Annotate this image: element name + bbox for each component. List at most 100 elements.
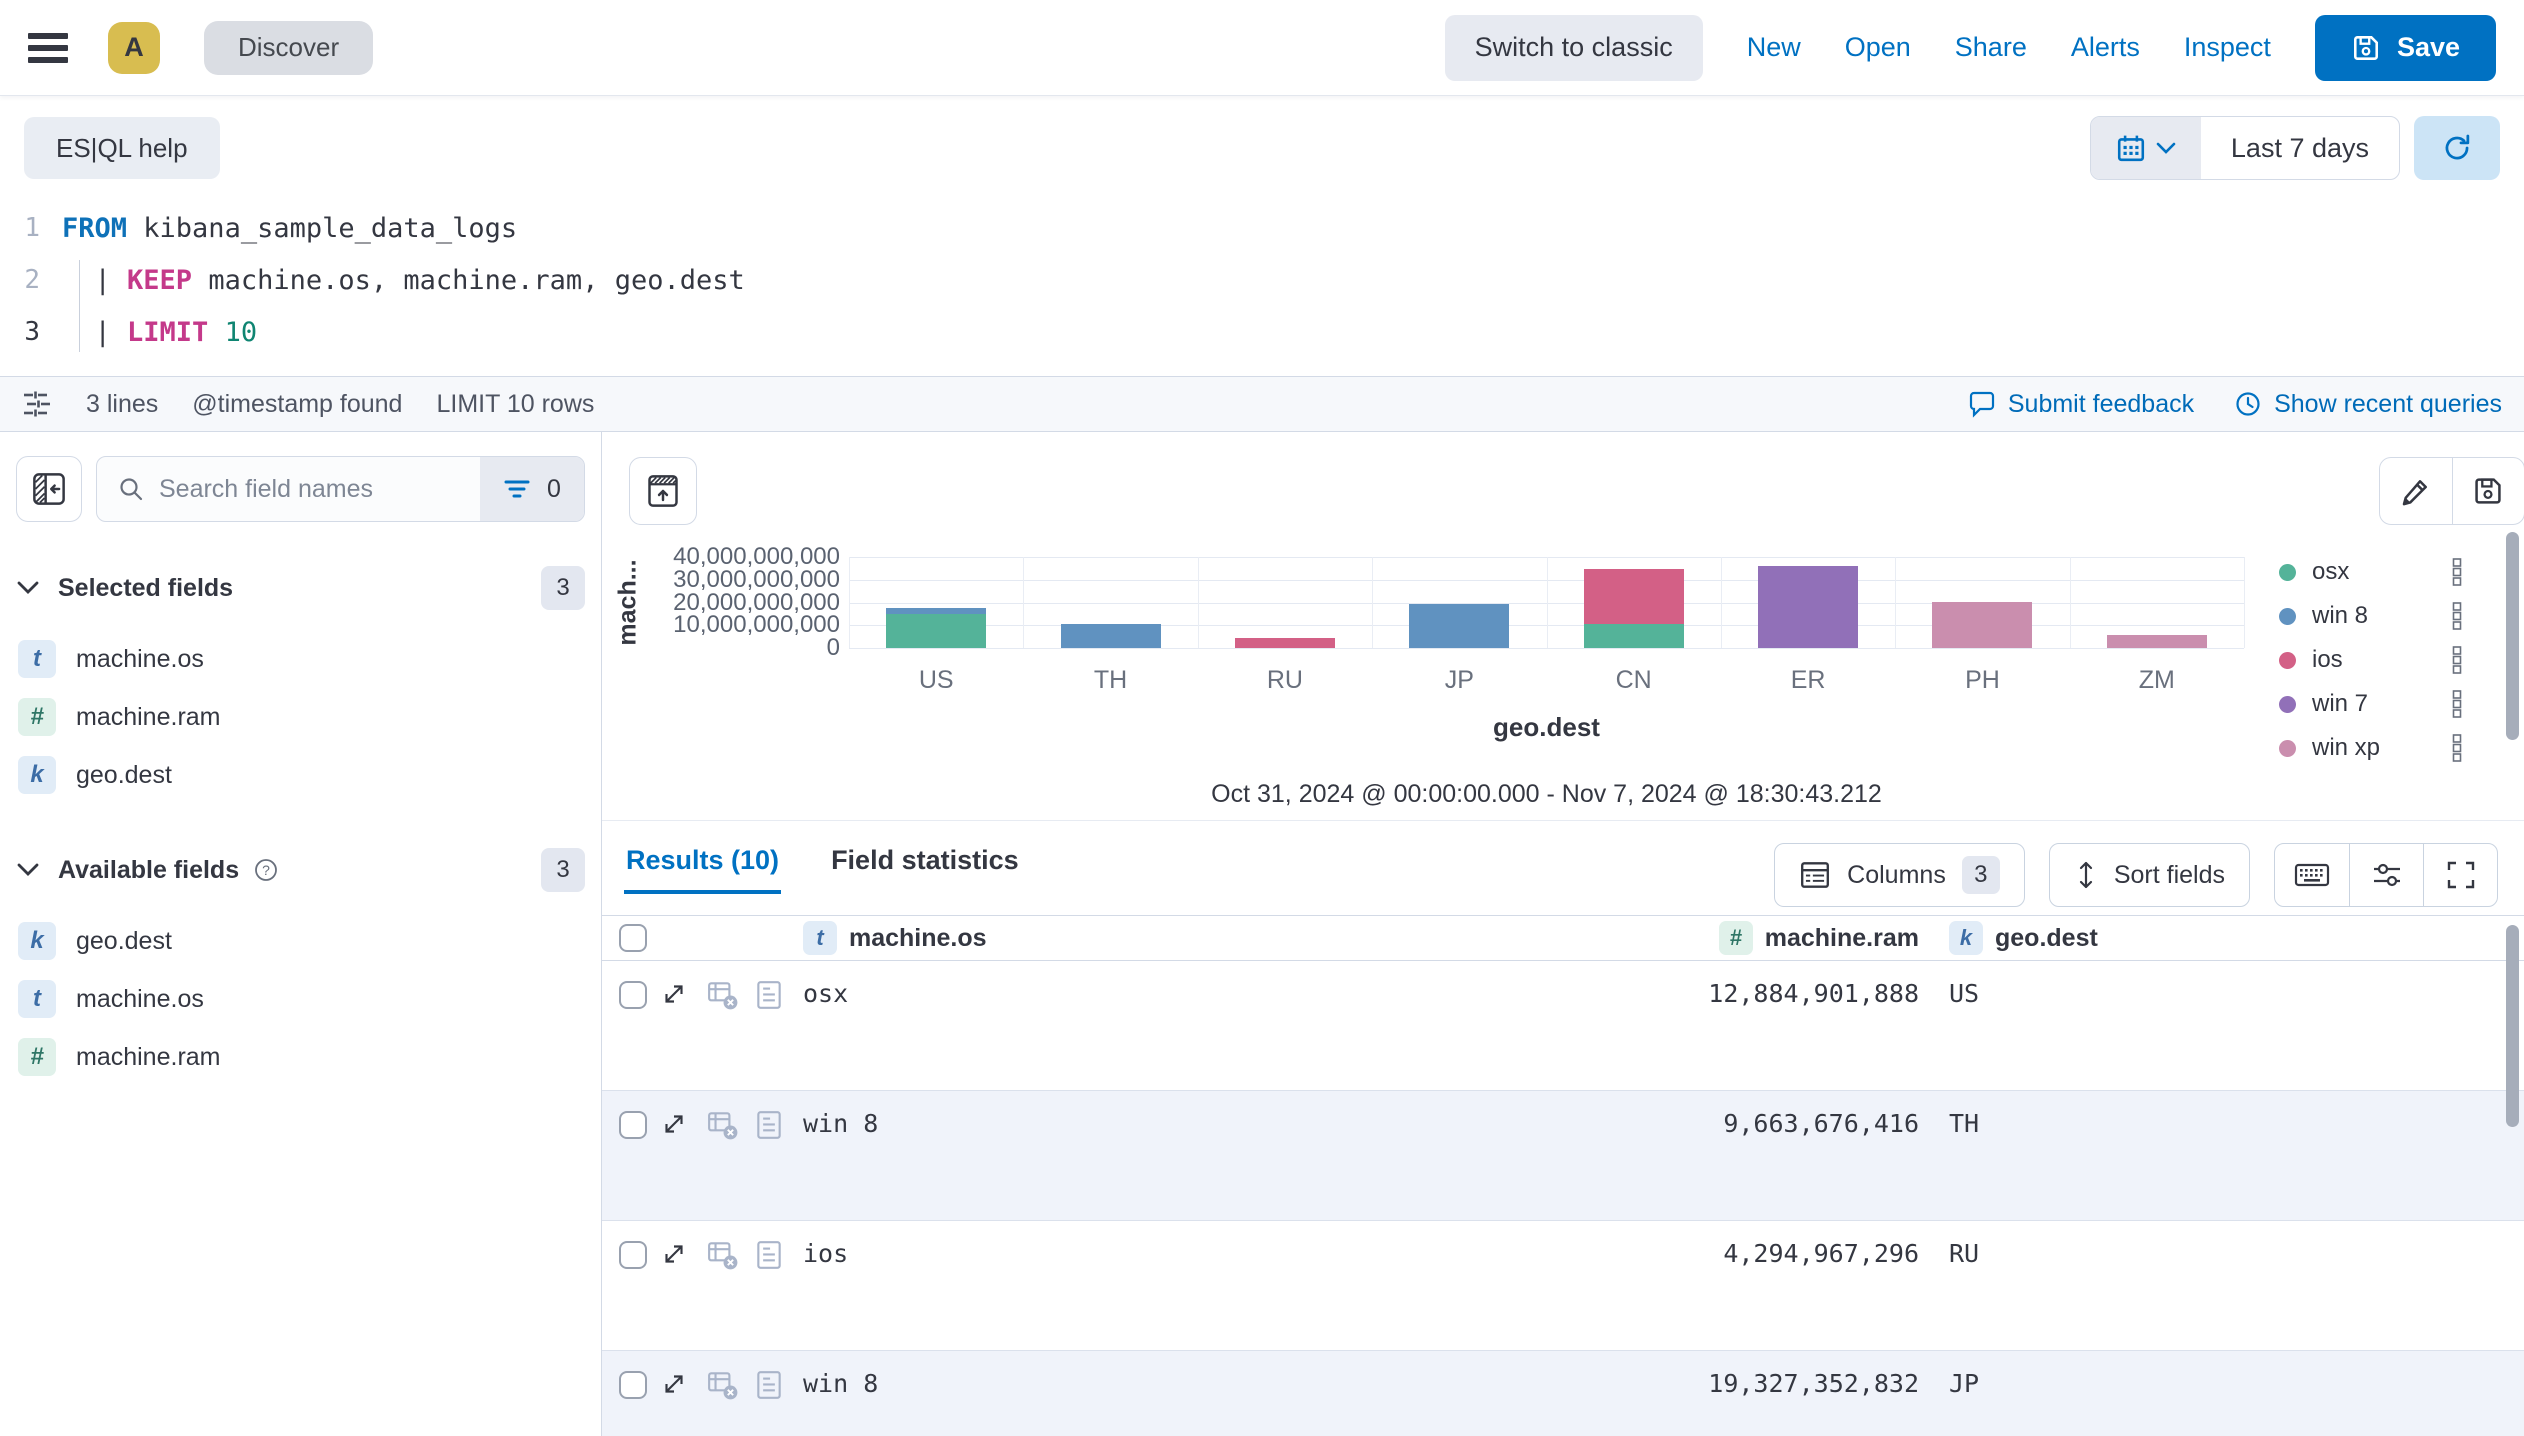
view-document-icon[interactable] <box>755 1239 803 1271</box>
field-item-machine.os[interactable]: t machine.os <box>16 630 585 688</box>
column-type-icon: # <box>1718 921 1753 955</box>
view-document-icon[interactable] <box>755 979 803 1011</box>
bar-CN-ios[interactable] <box>1583 568 1684 624</box>
field-item-machine.os[interactable]: t machine.os <box>16 970 585 1028</box>
quick-select-button[interactable] <box>2090 117 2201 179</box>
time-range-value[interactable]: Last 7 days <box>2230 132 2369 163</box>
field-item-geo.dest[interactable]: k geo.dest <box>16 746 585 804</box>
column-header-machine-ram[interactable]: # machine.ram <box>1559 921 1919 955</box>
expand-row-icon[interactable] <box>659 1109 707 1139</box>
field-filter-button[interactable]: 0 <box>480 457 584 521</box>
top-link-new[interactable]: New <box>1746 32 1801 62</box>
column-header-machine-os[interactable]: t machine.os <box>803 921 1559 955</box>
legend-item-win-7[interactable]: win 7 <box>2279 682 2493 726</box>
legend-actions-icon[interactable] <box>2451 601 2463 631</box>
expand-row-icon[interactable] <box>659 1369 707 1399</box>
x-tick-label: RU <box>1266 666 1303 694</box>
keyboard-shortcuts-button[interactable] <box>2275 844 2349 906</box>
fullscreen-button[interactable] <box>2423 844 2497 906</box>
tab-results-10-[interactable]: Results (10) <box>624 837 782 894</box>
bar-RU-ios[interactable] <box>1234 637 1335 648</box>
field-item-machine.ram[interactable]: # machine.ram <box>16 688 585 746</box>
menu-icon[interactable] <box>28 32 68 63</box>
histogram-panel: mach... 40,000,000,000 30,000,000,000 20,0… <box>602 432 2524 820</box>
breadcrumb[interactable]: Discover <box>204 20 374 75</box>
esql-help-button[interactable]: ES|QL help <box>24 117 220 179</box>
table-scrollbar[interactable] <box>2506 925 2519 1127</box>
bar-ZM-win xp[interactable] <box>2106 635 2207 648</box>
search-field-input[interactable] <box>159 474 480 504</box>
expand-row-icon[interactable] <box>659 979 707 1009</box>
field-item-geo.dest[interactable]: k geo.dest <box>16 912 585 970</box>
legend-item-win-8[interactable]: win 8 <box>2279 594 2493 638</box>
top-link-alerts[interactable]: Alerts <box>2070 32 2140 62</box>
x-axis-title: geo.dest <box>1493 712 1600 742</box>
sort-fields-button[interactable]: Sort fields <box>2048 843 2250 907</box>
legend-actions-icon[interactable] <box>2451 557 2463 587</box>
select-all-checkbox[interactable] <box>619 924 647 952</box>
degraded-doc-icon[interactable] <box>707 1239 755 1271</box>
refresh-button[interactable] <box>2414 116 2500 180</box>
top-link-inspect[interactable]: Inspect <box>2183 32 2271 62</box>
bar-JP-win 8[interactable] <box>1409 603 1510 648</box>
row-checkbox[interactable] <box>619 981 647 1009</box>
space-avatar[interactable]: A <box>108 21 160 74</box>
tab-field-statistics[interactable]: Field statistics <box>831 845 1019 875</box>
gridline <box>2069 557 2071 648</box>
column-header-geo-dest[interactable]: k geo.dest <box>1949 921 2524 955</box>
column-type-icon: t <box>803 921 837 955</box>
bar-ER-win 7[interactable] <box>1758 565 1859 648</box>
legend-label: win 8 <box>2312 602 2369 629</box>
floppy-icon <box>2472 475 2504 507</box>
show-recent-queries-link[interactable]: Show recent queries <box>2234 390 2502 419</box>
row-checkbox[interactable] <box>619 1111 647 1139</box>
legend-actions-icon[interactable] <box>2451 733 2463 763</box>
save-visualization-button[interactable] <box>2451 458 2524 524</box>
row-checkbox[interactable] <box>619 1371 647 1399</box>
edit-visualization-button[interactable] <box>2380 458 2452 524</box>
chart-scrollbar[interactable] <box>2506 532 2519 740</box>
top-link-share[interactable]: Share <box>1954 32 2027 62</box>
bar-US-win 8[interactable] <box>886 608 987 614</box>
esql-editor[interactable]: 1 FROM kibana_sample_data_logs 2 | KEEP ma… <box>0 188 2524 376</box>
table-row: ios 4,294,967,296 RU <box>602 1221 2524 1351</box>
top-link-open[interactable]: Open <box>1844 32 1911 62</box>
degraded-doc-icon[interactable] <box>707 1369 755 1401</box>
expand-row-icon[interactable] <box>659 1239 707 1269</box>
submit-feedback-link[interactable]: Submit feedback <box>1968 390 2194 419</box>
selected-fields-header[interactable]: Selected fields 3 <box>16 566 585 610</box>
legend-item-osx[interactable]: osx <box>2279 550 2493 594</box>
columns-button[interactable]: Columns 3 <box>1774 843 2025 907</box>
switch-to-classic-button[interactable]: Switch to classic <box>1444 14 1703 81</box>
code-line[interactable]: 2 | KEEP machine.os, machine.ram, geo.de… <box>0 254 2524 306</box>
degraded-doc-icon[interactable] <box>707 979 755 1011</box>
code-line[interactable]: 3 | LIMIT 10 <box>0 306 2524 358</box>
view-document-icon[interactable] <box>755 1109 803 1141</box>
field-search: 0 <box>96 456 585 522</box>
legend-color-dot <box>2279 739 2296 757</box>
bar-PH-win xp[interactable] <box>1932 601 2033 648</box>
y-tick-label: 40,000,000,000 <box>673 543 840 570</box>
editor-settings-icon[interactable] <box>22 389 52 419</box>
field-type-icon: k <box>18 756 56 794</box>
legend-actions-icon[interactable] <box>2451 689 2463 719</box>
view-document-icon[interactable] <box>755 1369 803 1401</box>
available-fields-header[interactable]: Available fields ? 3 <box>16 848 585 892</box>
hide-chart-button[interactable] <box>629 457 697 525</box>
help-icon[interactable]: ? <box>253 857 279 883</box>
legend-actions-icon[interactable] <box>2451 645 2463 675</box>
legend-item-ios[interactable]: ios <box>2279 638 2493 682</box>
field-item-machine.ram[interactable]: # machine.ram <box>16 1028 585 1086</box>
date-picker: Last 7 days <box>2089 116 2400 180</box>
code-line[interactable]: 1 FROM kibana_sample_data_logs <box>0 202 2524 254</box>
collapse-sidebar-button[interactable] <box>16 456 82 522</box>
row-checkbox[interactable] <box>619 1241 647 1269</box>
degraded-doc-icon[interactable] <box>707 1109 755 1141</box>
legend-item-win-xp[interactable]: win xp <box>2279 726 2493 770</box>
bar-US-osx[interactable] <box>886 613 987 648</box>
bar-CN-osx[interactable] <box>1583 623 1684 648</box>
save-button[interactable]: Save <box>2314 14 2496 81</box>
bar-TH-win 8[interactable] <box>1060 623 1161 648</box>
display-options-button[interactable] <box>2349 844 2423 906</box>
bar-chart[interactable] <box>849 557 2245 649</box>
